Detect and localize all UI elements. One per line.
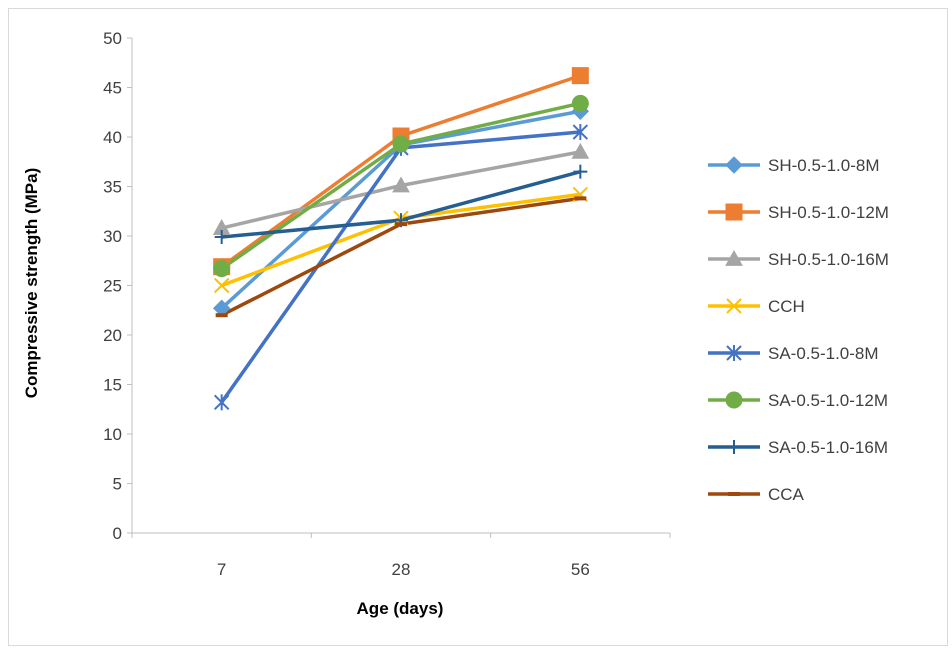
series-line: [220, 73, 581, 269]
legend-marker: [725, 203, 743, 221]
y-axis-title: Compressive strength (MPa): [22, 168, 41, 399]
data-point: [571, 67, 589, 85]
y-tick-label: 10: [103, 425, 122, 444]
y-tick-label: 20: [103, 326, 122, 345]
legend-item: SA-0.5-1.0-8M: [708, 344, 879, 363]
legend-label: CCH: [768, 297, 805, 316]
legend-item: CCA: [708, 485, 805, 504]
legend-label: SA-0.5-1.0-12M: [768, 391, 888, 410]
data-point: [572, 124, 589, 141]
series-line: [220, 130, 581, 404]
legend-item: SA-0.5-1.0-16M: [708, 438, 888, 457]
data-point: [213, 394, 230, 411]
legend-item: SA-0.5-1.0-12M: [708, 391, 888, 410]
y-tick-label: 35: [103, 178, 122, 197]
x-axis-title: Age (days): [357, 599, 444, 618]
legend-marker: [725, 391, 743, 409]
legend-label: CCA: [768, 485, 805, 504]
data-point: [214, 229, 229, 244]
data-point: [392, 176, 410, 193]
x-tick-label: 7: [217, 560, 226, 579]
legend-label: SH-0.5-1.0-12M: [768, 203, 889, 222]
y-tick-label: 0: [113, 524, 122, 543]
data-point: [213, 277, 230, 294]
legend-marker: [726, 298, 742, 314]
legend-label: SH-0.5-1.0-8M: [768, 156, 879, 175]
data-point: [213, 260, 231, 278]
legend-marker: [726, 345, 742, 361]
legend-label: SA-0.5-1.0-16M: [768, 438, 888, 457]
legend-item: SH-0.5-1.0-8M: [708, 156, 879, 175]
legend-label: SA-0.5-1.0-8M: [768, 344, 879, 363]
series-line: [221, 192, 581, 288]
data-point: [573, 164, 588, 179]
legend-label: SH-0.5-1.0-16M: [768, 250, 889, 269]
chart-frame: [8, 8, 948, 646]
y-tick-label: 5: [113, 475, 122, 494]
data-point: [571, 94, 589, 112]
data-point: [571, 142, 590, 159]
y-tick-label: 45: [103, 79, 122, 98]
legend-item: SH-0.5-1.0-12M: [708, 203, 889, 222]
y-tick-label: 50: [103, 29, 122, 48]
legend-marker: [725, 249, 743, 266]
legend-marker: [727, 440, 741, 454]
x-tick-label: 28: [392, 560, 411, 579]
y-tick-label: 25: [103, 277, 122, 296]
legend-item: SH-0.5-1.0-16M: [708, 249, 889, 269]
y-tick-label: 30: [103, 227, 122, 246]
legend-marker: [725, 156, 743, 174]
x-tick-label: 56: [571, 560, 590, 579]
data-point: [392, 135, 410, 153]
y-tick-label: 40: [103, 128, 122, 147]
legend-item: CCH: [708, 297, 805, 316]
y-tick-label: 15: [103, 376, 122, 395]
